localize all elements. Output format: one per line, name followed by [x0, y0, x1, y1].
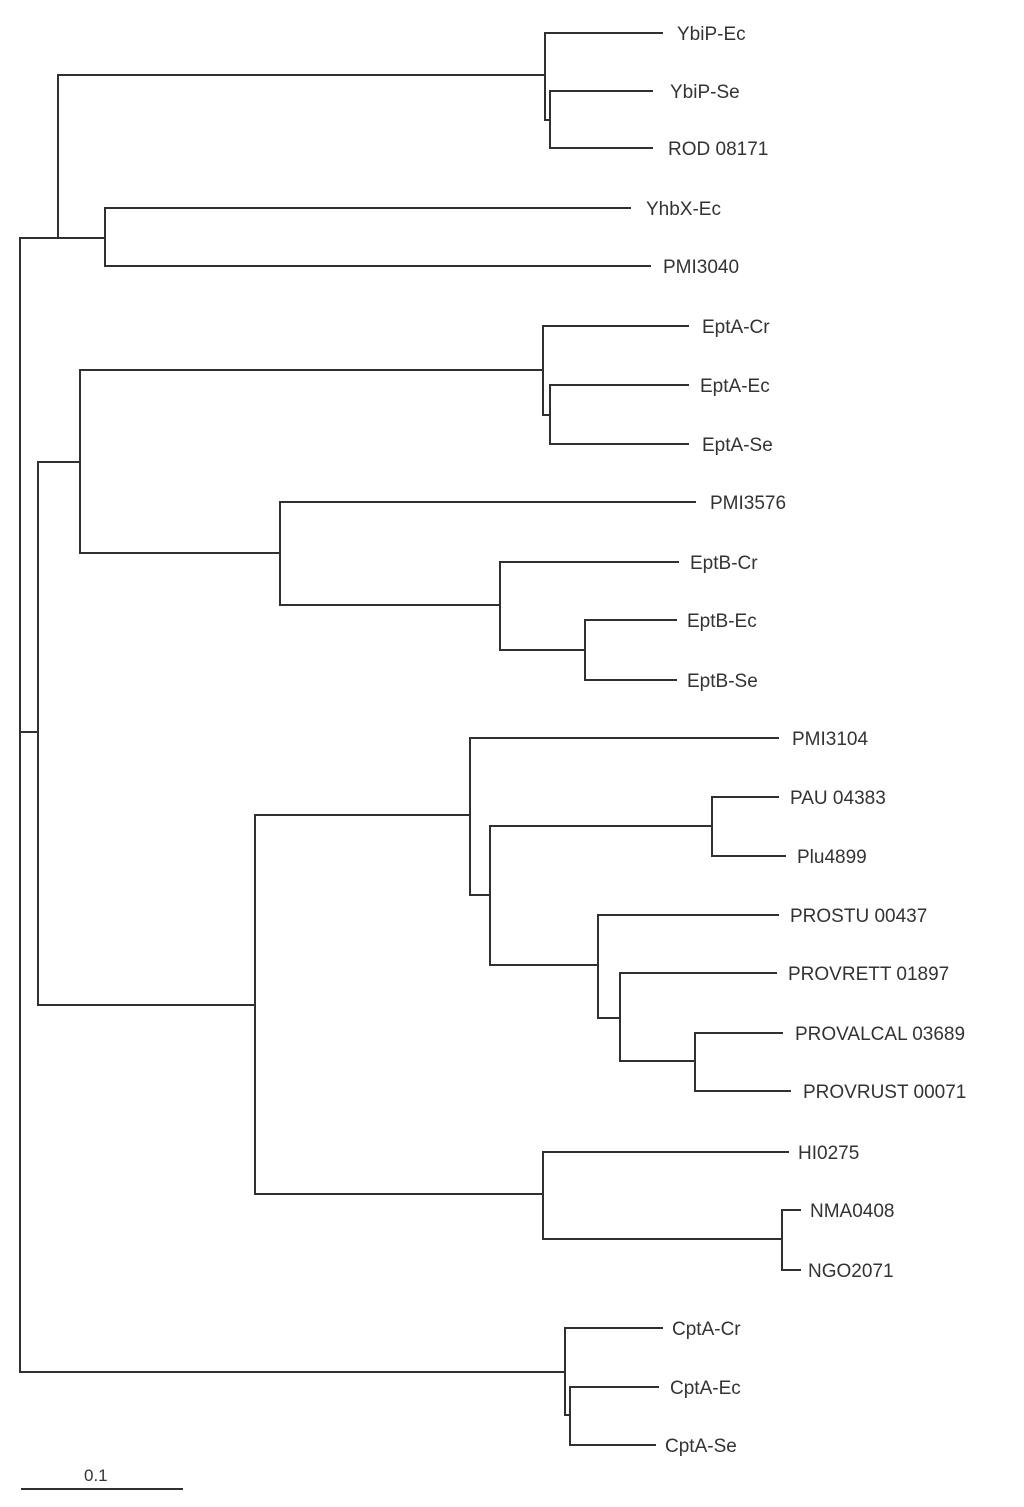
leaf-label-ngo2071: NGO2071 — [808, 1261, 894, 1282]
leaf-label-yhbx: YhbX-Ec — [646, 199, 721, 220]
leaf-label-epta-ec: EptA-Ec — [700, 376, 770, 397]
leaf-label-nma0408: NMA0408 — [810, 1201, 895, 1222]
leaf-label-pmi3104: PMI3104 — [792, 729, 868, 750]
leaf-label-provrett: PROVRETT 01897 — [788, 964, 949, 985]
leaf-label-cpta-ec: CptA-Ec — [670, 1378, 741, 1399]
leaf-label-ybip-se: YbiP-Se — [670, 82, 740, 103]
leaf-label-ybip-ec: YbiP-Ec — [677, 24, 746, 45]
leaf-label-pmi3576: PMI3576 — [710, 493, 786, 514]
scale-bar-label: 0.1 — [84, 1466, 108, 1485]
leaf-label-epta-cr: EptA-Cr — [702, 317, 770, 338]
leaf-label-prostu: PROSTU 00437 — [790, 906, 927, 927]
leaf-label-provalcal: PROVALCAL 03689 — [795, 1024, 965, 1045]
leaf-label-pmi3040: PMI3040 — [663, 257, 739, 278]
leaf-label-rod: ROD 08171 — [668, 139, 768, 160]
leaf-label-hi0275: HI0275 — [798, 1143, 859, 1164]
leaf-label-provrust: PROVRUST 00071 — [803, 1082, 966, 1103]
leaf-label-eptb-se: EptB-Se — [687, 671, 758, 692]
leaf-label-epta-se: EptA-Se — [702, 435, 773, 456]
leaf-label-eptb-cr: EptB-Cr — [690, 553, 758, 574]
leaf-label-plu: Plu4899 — [797, 847, 867, 868]
leaf-label-pau: PAU 04383 — [790, 788, 886, 809]
leaf-label-cpta-se: CptA-Se — [665, 1436, 737, 1457]
leaf-label-eptb-ec: EptB-Ec — [687, 611, 757, 632]
leaf-label-cpta-cr: CptA-Cr — [672, 1319, 741, 1340]
